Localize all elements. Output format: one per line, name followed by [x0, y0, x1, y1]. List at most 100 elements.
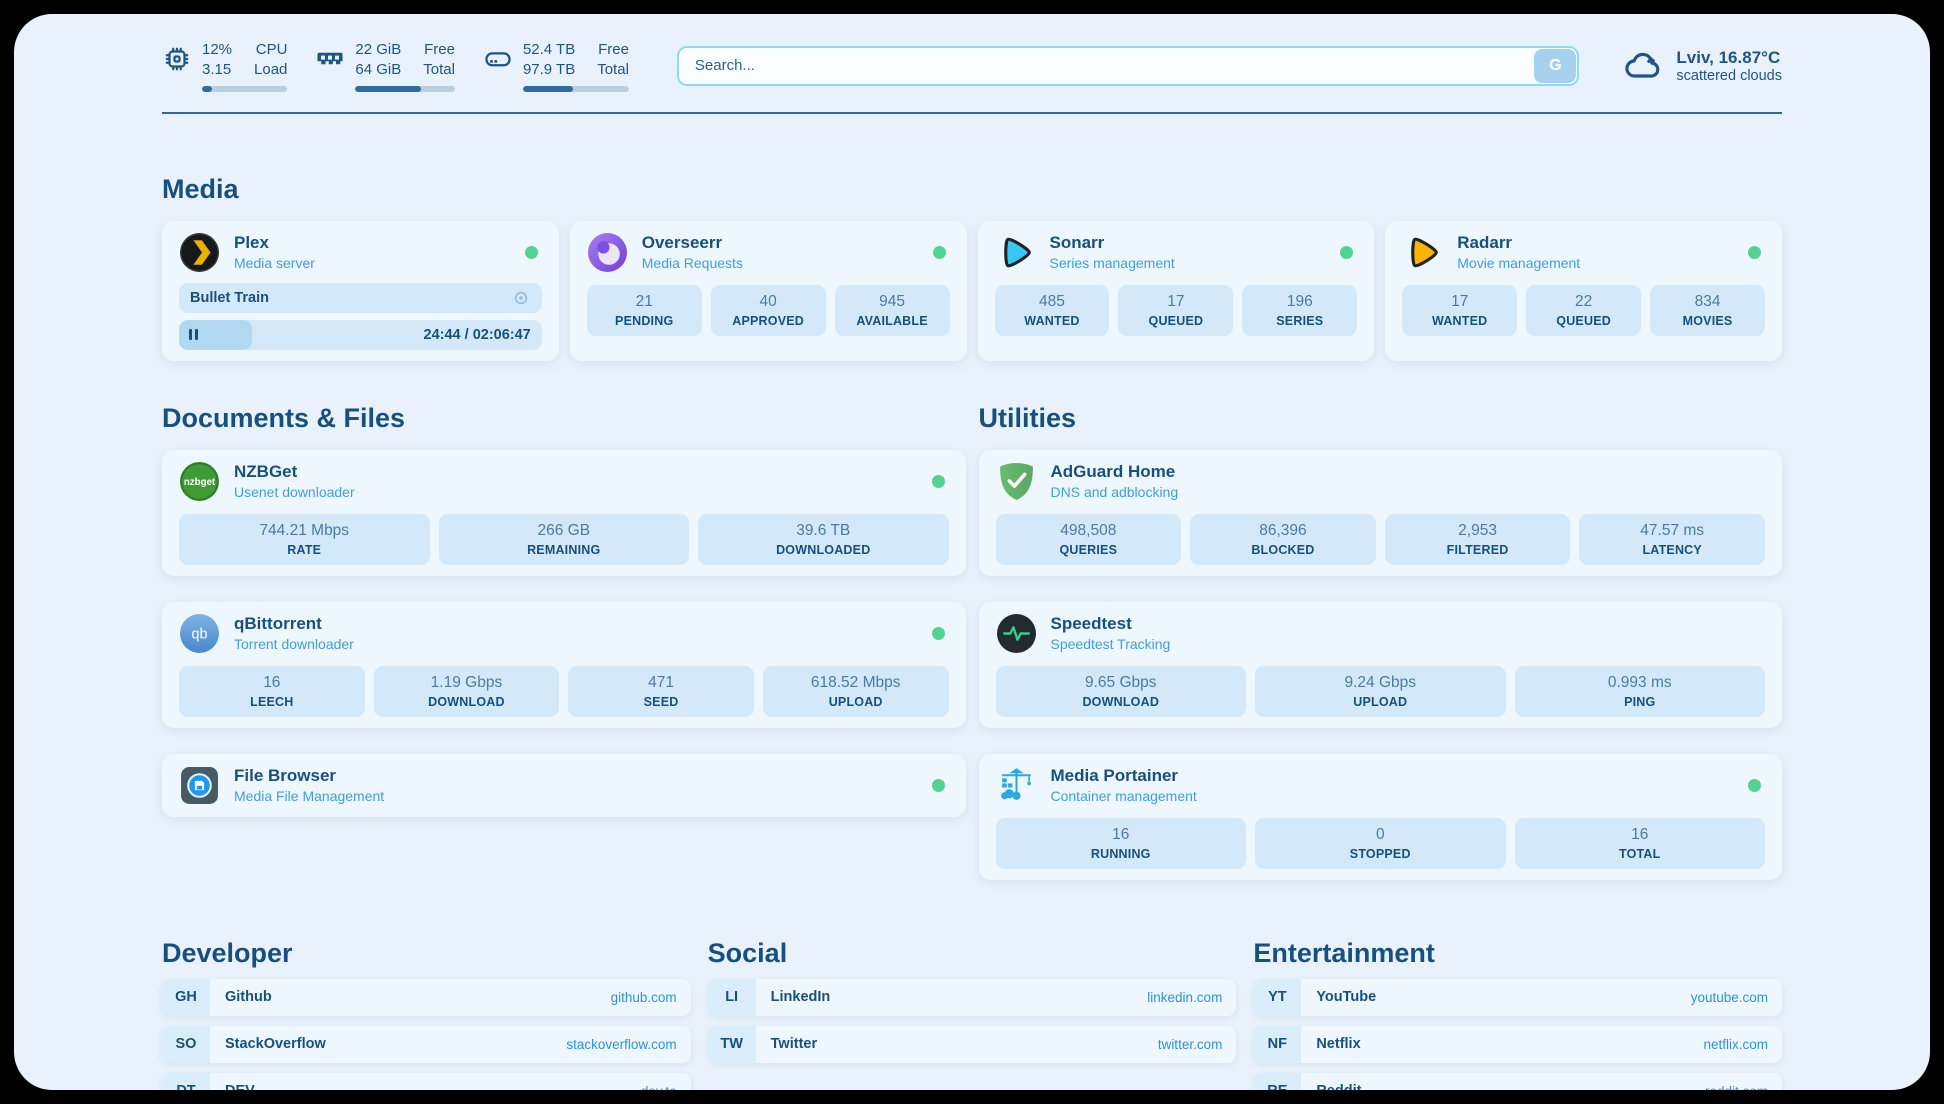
memory-total-label: Total — [423, 61, 455, 79]
now-playing-view-button[interactable] — [511, 288, 531, 308]
stat-label: LEECH — [250, 694, 294, 709]
svg-text:nzbget: nzbget — [184, 477, 216, 488]
stat-value: 1.19 Gbps — [430, 673, 503, 691]
portainer-icon — [1000, 767, 1031, 800]
service-card-nzbget[interactable]: nzbget NZBGet Usenet downloader 744.21 M… — [162, 449, 966, 576]
bookmark-abbr: NF — [1253, 1025, 1302, 1063]
stat-value: 471 — [648, 673, 674, 691]
stat-series: 196 SERIES — [1242, 284, 1358, 336]
memory-free-label: Free — [424, 41, 455, 58]
stat-label: TOTAL — [1618, 846, 1661, 861]
memory-progress-track — [355, 85, 455, 92]
service-name: Sonarr — [1049, 233, 1105, 252]
bookmark-name: LinkedIn — [770, 989, 831, 1005]
bookmark-linkedin[interactable]: LI LinkedIn linkedin.com — [707, 978, 1237, 1016]
playback-progress-bar: 24:44 / 02:06:47 — [179, 319, 542, 350]
bookmark-netflix[interactable]: NF Netflix netflix.com — [1253, 1025, 1782, 1063]
bookmark-twitter[interactable]: TW Twitter twitter.com — [707, 1025, 1237, 1063]
service-card-adguard[interactable]: AdGuard Home DNS and adblocking 498,508 … — [978, 449, 1782, 576]
stat-label: SERIES — [1276, 313, 1324, 328]
bookmark-reddit[interactable]: RE Reddit reddit.com — [1253, 1072, 1782, 1090]
cpu-widget: 12% 3.15 CPU Load — [162, 40, 288, 92]
status-dot-online — [1748, 778, 1761, 792]
stat-value: 47.57 ms — [1640, 521, 1705, 539]
search-provider-button[interactable]: G — [1534, 48, 1577, 83]
bookmark-abbr: TW — [707, 1025, 756, 1063]
stat-label: WANTED — [1432, 313, 1488, 328]
stat-blocked: 86,396 BLOCKED — [1190, 513, 1376, 565]
stat-value: 16 — [1112, 825, 1130, 843]
stat-value: 618.52 Mbps — [810, 673, 901, 691]
service-name: Speedtest — [1050, 614, 1132, 633]
bookmark-github[interactable]: GH Github github.com — [162, 978, 691, 1016]
stat-value: 0 — [1375, 825, 1385, 843]
disk-free-label: Free — [598, 41, 629, 58]
service-card-filebrowser[interactable]: File Browser Media File Management — [162, 753, 966, 817]
bookmark-dev[interactable]: DT DEV dev.to — [162, 1072, 691, 1091]
service-name: AdGuard Home — [1050, 462, 1176, 481]
stat-rate: 744.21 Mbps RATE — [179, 513, 430, 565]
cpu-icon — [165, 47, 189, 71]
service-name: qBittorrent — [234, 614, 322, 633]
service-card-sonarr[interactable]: Sonarr Series management 485 WANTED 17 Q… — [977, 220, 1375, 361]
stat-label: STOPPED — [1349, 846, 1411, 861]
resource-monitors: 12% 3.15 CPU Load — [162, 40, 629, 92]
bookmark-abbr: DT — [162, 1072, 210, 1090]
service-description: Speedtest Tracking — [1050, 636, 1171, 652]
stat-value: 17 — [1167, 292, 1185, 310]
bookmark-url: netflix.com — [1703, 1036, 1768, 1052]
bookmark-stackoverflow[interactable]: SO StackOverflow stackoverflow.com — [162, 1025, 691, 1063]
search-input[interactable] — [676, 45, 1580, 86]
memory-widget: 22 GiB 64 GiB Free Total — [315, 40, 455, 92]
disk-free-value: 52.4 TB — [522, 41, 576, 58]
media-grid: Plex Media server Bullet Train — [162, 220, 1782, 361]
service-description: Series management — [1049, 255, 1175, 271]
stat-value: 0.993 ms — [1607, 673, 1672, 691]
weather-description: scattered clouds — [1676, 67, 1782, 84]
cpu-load-label: Load — [254, 61, 288, 79]
stat-stopped: 0 STOPPED — [1255, 817, 1506, 869]
section-title-developer: Developer — [162, 937, 293, 968]
bookmark-youtube[interactable]: YT YouTube youtube.com — [1253, 978, 1782, 1016]
stat-value: 22 — [1575, 292, 1593, 310]
service-card-portainer[interactable]: Media Portainer Container management 16 … — [978, 753, 1782, 880]
service-card-speedtest[interactable]: Speedtest Speedtest Tracking 9.65 Gbps D… — [978, 601, 1782, 728]
stat-wanted: 485 WANTED — [994, 284, 1110, 336]
bookmark-url: dev.to — [641, 1084, 677, 1091]
service-card-plex[interactable]: Plex Media server Bullet Train — [162, 220, 559, 361]
stat-filtered: 2,953 FILTERED — [1384, 513, 1571, 565]
qbittorrent-icon: qb — [180, 613, 219, 653]
bookmark-name: StackOverflow — [225, 1036, 326, 1052]
stat-latency: 47.57 ms LATENCY — [1579, 513, 1765, 565]
memory-progress-fill — [355, 85, 422, 92]
service-description: Usenet downloader — [234, 484, 355, 500]
stat-label: FILTERED — [1446, 542, 1509, 557]
service-description: Container management — [1050, 788, 1197, 804]
nzbget-icon: nzbget — [180, 461, 219, 501]
status-dot-online — [524, 245, 538, 259]
stat-available: 945 AVAILABLE — [834, 284, 950, 336]
overseerr-icon — [587, 232, 627, 272]
service-card-qbittorrent[interactable]: qb qBittorrent Torrent downloader 16 LEE… — [162, 601, 966, 728]
cpu-usage-label: CPU — [255, 41, 288, 58]
stat-label: QUEUED — [1148, 313, 1204, 328]
stat-movies: 834 MOVIES — [1650, 284, 1766, 336]
section-title-social: Social — [707, 937, 788, 968]
service-card-radarr[interactable]: Radarr Movie management 17 WANTED 22 QUE… — [1385, 220, 1782, 361]
bookmark-url: github.com — [610, 989, 677, 1005]
stat-value: 17 — [1451, 292, 1469, 310]
stat-value: 9.24 Gbps — [1344, 673, 1417, 691]
stat-queries: 498,508 QUERIES — [995, 513, 1182, 565]
playback-progress-fill — [179, 319, 252, 350]
section-title-media: Media — [162, 173, 239, 204]
status-dot-online — [931, 474, 945, 488]
stat-label: SEED — [643, 694, 679, 709]
search-bar: G — [676, 45, 1580, 86]
speedtest-icon — [996, 613, 1036, 653]
service-card-overseerr[interactable]: Overseerr Media Requests 21 PENDING 40 A… — [569, 220, 967, 361]
cpu-progress-track — [202, 85, 288, 92]
stat-value: 945 — [879, 292, 905, 310]
now-playing-row: Bullet Train — [179, 282, 542, 313]
header-divider — [162, 111, 1782, 114]
sonarr-icon — [1003, 237, 1031, 267]
